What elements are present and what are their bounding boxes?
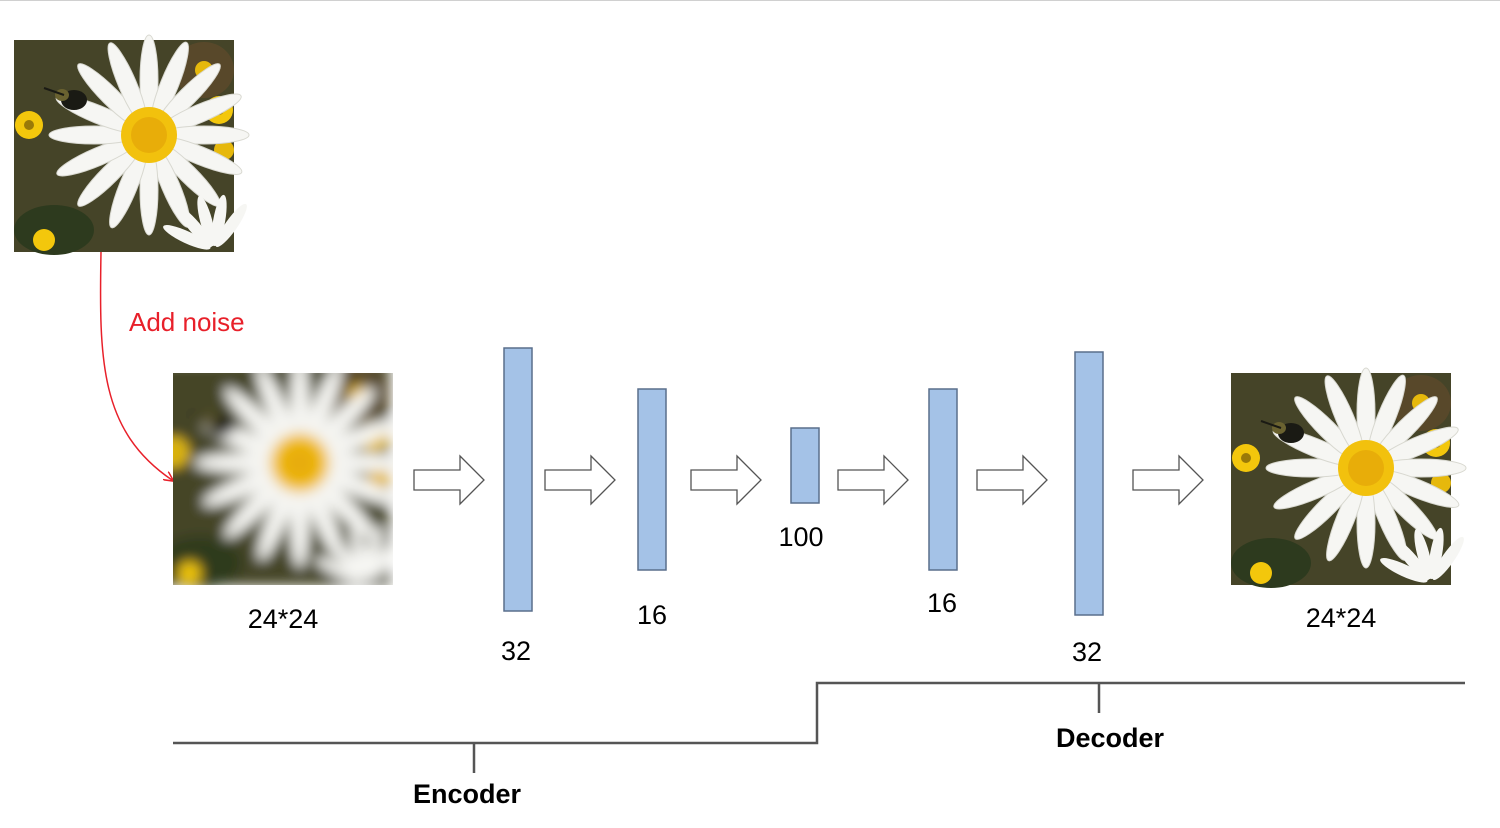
layer-label-dec-16: 16: [926, 588, 958, 618]
layer-bar-enc-32: [503, 347, 533, 612]
encoder-bracket: [173, 681, 1465, 773]
layer-label-bottleneck-100: 100: [778, 522, 824, 552]
output-size-label: 24*24: [1305, 603, 1377, 633]
decoder-label: Decoder: [1055, 723, 1165, 753]
layer-bar-enc-16: [637, 388, 667, 571]
encoder-label: Encoder: [412, 779, 522, 809]
flow-arrow-3: [690, 455, 762, 505]
flow-arrow-5: [976, 455, 1048, 505]
layer-bar-dec-16: [928, 388, 958, 571]
layer-label-enc-32: 32: [500, 636, 532, 666]
input-size-label: 24*24: [247, 604, 319, 634]
flow-arrow-1: [413, 455, 485, 505]
add-noise-label: Add noise: [129, 307, 245, 337]
flow-arrow-6: [1132, 455, 1204, 505]
original-image: [13, 34, 253, 256]
layer-bar-bottleneck-100: [790, 427, 820, 504]
layer-label-enc-16: 16: [636, 600, 668, 630]
reconstructed-output-image: [1230, 367, 1470, 589]
add-noise-arrow: [99, 251, 172, 480]
flow-arrow-2: [544, 455, 616, 505]
layer-label-dec-32: 32: [1071, 637, 1103, 667]
noisy-input-image: [173, 373, 393, 585]
layer-bar-dec-32: [1074, 351, 1104, 616]
flow-arrow-4: [837, 455, 909, 505]
